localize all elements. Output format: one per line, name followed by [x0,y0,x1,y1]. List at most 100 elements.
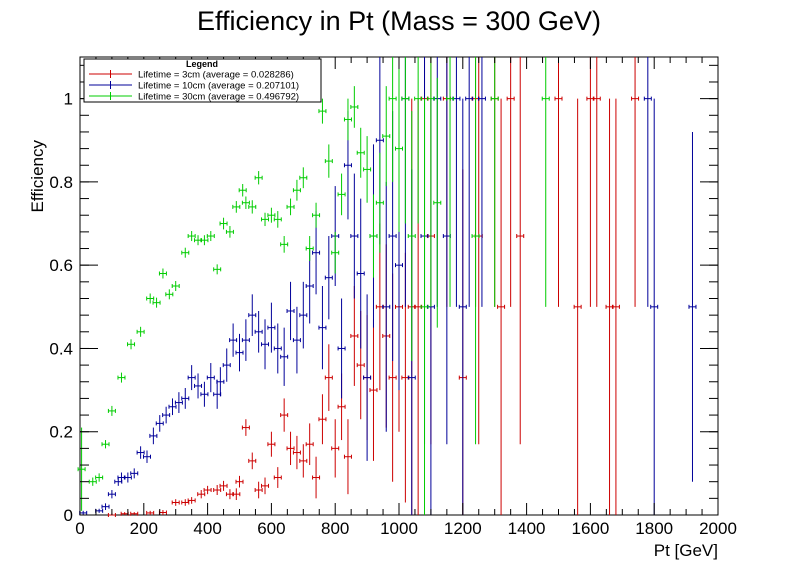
data-point [331,419,340,478]
data-point [465,57,474,307]
data-point [369,319,378,461]
data-point [187,497,196,504]
data-point [292,179,301,201]
data-point [426,57,435,307]
data-point [187,365,196,391]
x-tick-label: 0 [75,519,84,538]
data-point [127,339,136,350]
data-point [292,306,301,374]
data-point [324,344,333,411]
data-point [238,183,247,197]
legend-entry-label: Lifetime = 10cm (average = 0.207101) [138,81,299,92]
data-point [299,167,308,189]
data-point [541,57,550,307]
legend-entry-2: Lifetime = 10cm (average = 0.207101) [89,81,299,92]
x-tick-label: 2000 [699,519,737,538]
data-point [375,152,384,253]
data-point [631,57,640,307]
data-point [101,440,110,449]
data-point [280,236,289,253]
data-point [363,136,372,203]
x-tick-label: 200 [130,519,158,538]
data-point [452,57,461,307]
data-point [254,171,263,185]
data-point [356,127,365,178]
x-tick-label: 400 [193,519,221,538]
data-point [206,231,215,242]
x-tick-label: 1000 [380,519,418,538]
data-point [248,200,257,214]
data-point [350,173,359,299]
x-axis-label: Pt [GeV] [654,541,718,560]
data-point [117,472,126,483]
data-point [516,57,525,445]
data-point [168,398,177,416]
data-point [77,427,86,511]
data-point [171,281,180,291]
series-3 [77,57,550,515]
data-point [688,131,697,482]
data-point [280,398,289,432]
data-point [471,57,480,445]
x-tick-label: 1400 [508,519,546,538]
data-point [261,319,270,370]
data-point [305,236,314,262]
data-point [181,499,190,506]
y-axis-label: Efficiency [28,140,47,213]
x-tick-label: 600 [257,519,285,538]
data-point [261,477,270,495]
data-point [200,381,209,407]
data-point [219,217,228,230]
data-point [88,477,97,486]
data-point [356,198,365,349]
data-point [200,235,209,246]
data-point [337,298,346,399]
data-point [388,57,397,182]
data-point [382,86,391,187]
data-point [241,319,250,361]
data-point [117,372,126,383]
x-tick-label: 1200 [444,519,482,538]
data-point [592,57,601,307]
data-point [573,98,582,515]
data-point [136,446,145,459]
data-point [286,198,295,216]
data-point [343,98,352,141]
data-point [458,98,467,515]
data-point [101,503,110,511]
data-point [318,394,327,445]
data-point [130,468,139,479]
data-point [235,333,244,372]
data-point [324,236,333,320]
legend-entry-3: Lifetime = 30cm (average = 0.496792) [89,92,299,103]
data-point [506,57,515,307]
data-point [152,297,161,308]
data-point [248,294,257,336]
data-point [299,281,308,349]
data-point [254,481,263,499]
data-point [324,144,333,178]
data-point [241,196,250,209]
data-point [280,327,289,386]
data-point [107,405,116,416]
data-point [222,348,231,382]
data-point [497,98,506,515]
data-point [477,57,486,307]
data-point [181,247,190,258]
data-point [130,511,139,516]
data-point [232,201,241,213]
legend-entry-1: Lifetime = 3cm (average = 0.028286) [89,70,294,81]
legend-title: Legend [186,59,218,69]
data-point [611,98,620,515]
data-point [350,286,359,386]
data-point [350,86,359,128]
data-point [235,475,244,488]
data-point [123,472,132,483]
x-tick-label: 1800 [635,519,673,538]
data-point [203,485,212,495]
x-tick-label: 800 [321,519,349,538]
data-point [213,379,222,409]
y-tick-label: 0 [64,506,73,525]
data-point [165,289,174,300]
